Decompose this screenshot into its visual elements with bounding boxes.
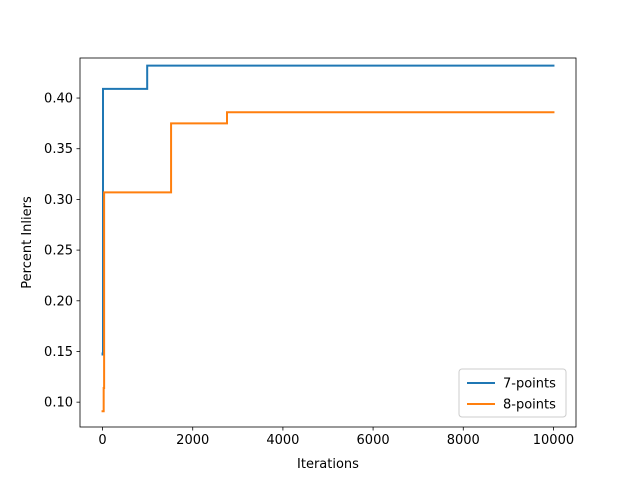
axes-frame (79, 57, 577, 428)
x-tick-label: 8000 (447, 433, 480, 448)
y-tick-label: 0.15 (44, 345, 73, 360)
x-tick-label: 4000 (266, 433, 299, 448)
y-tick-label: 0.30 (44, 193, 73, 208)
x-axis: 0 2000 4000 6000 8000 10000 (98, 427, 574, 448)
y-tick-label: 0.25 (44, 244, 73, 259)
y-tick-label: 0.20 (44, 294, 73, 309)
y-tick-label: 0.35 (44, 142, 73, 157)
legend: 7-points 8-points (458, 368, 567, 418)
legend-label: 8-points (503, 398, 556, 413)
x-tick-label: 10000 (533, 433, 574, 448)
series-layer (101, 64, 555, 413)
legend-label: 7-points (503, 377, 556, 392)
series-line-7-points (101, 64, 555, 356)
y-axis: 0.10 0.15 0.20 0.25 0.30 0.35 0.40 (44, 92, 80, 411)
y-tick-label: 0.40 (44, 92, 73, 107)
y-tick-label: 0.10 (44, 396, 73, 411)
x-axis-label: Iterations (297, 457, 359, 472)
y-axis-label: Percent Inliers (20, 196, 35, 289)
series-line-8-points (101, 111, 555, 413)
x-tick-label: 0 (98, 433, 106, 448)
x-tick-label: 6000 (357, 433, 390, 448)
x-tick-label: 2000 (176, 433, 209, 448)
